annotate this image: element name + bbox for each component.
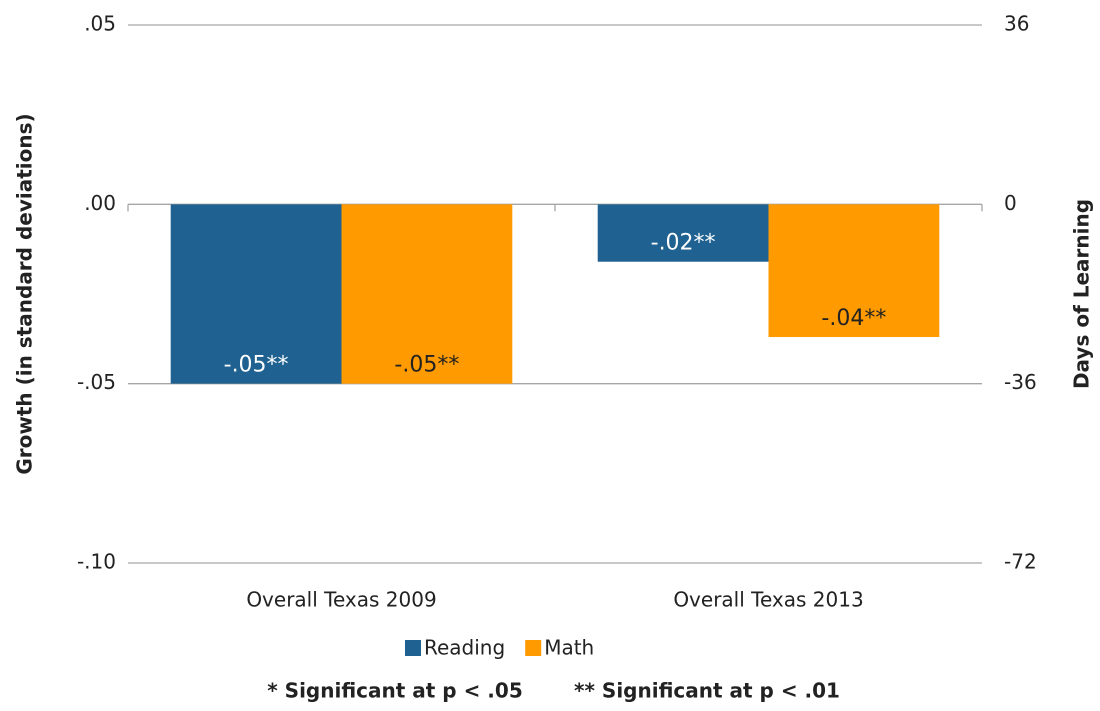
y-tick-label: -.05 [77,370,116,394]
legend-swatch [405,640,421,656]
y2-axis-label: Days of Learning [1070,199,1094,389]
bar [341,204,513,384]
y2-tick-label: 36 [1004,12,1029,36]
bar [768,204,940,338]
y2-tick-label: -72 [1004,550,1037,574]
y2-tick-label: 0 [1004,191,1017,215]
y-tick-label: .05 [84,12,116,36]
bar [170,204,342,384]
legend-label: Reading [424,636,505,660]
y2-tick-label: -36 [1004,370,1037,394]
note: ** Significant at p < .01 [574,679,840,703]
data-label: -.05** [224,353,289,378]
x-tick-label: Overall Texas 2009 [246,588,436,612]
y-tick-label: .00 [84,191,116,215]
note: * Significant at p < .05 [267,679,522,703]
x-tick-label: Overall Texas 2013 [673,588,863,612]
data-label: -.05** [394,353,459,378]
data-label: -.02** [651,231,716,256]
legend-label: Math [544,636,594,660]
y-axis-label: Growth (in standard deviations) [13,113,37,474]
y-tick-label: -.10 [77,550,116,574]
data-label: -.04** [821,306,886,331]
bar [597,204,769,262]
legend-swatch [525,640,542,656]
